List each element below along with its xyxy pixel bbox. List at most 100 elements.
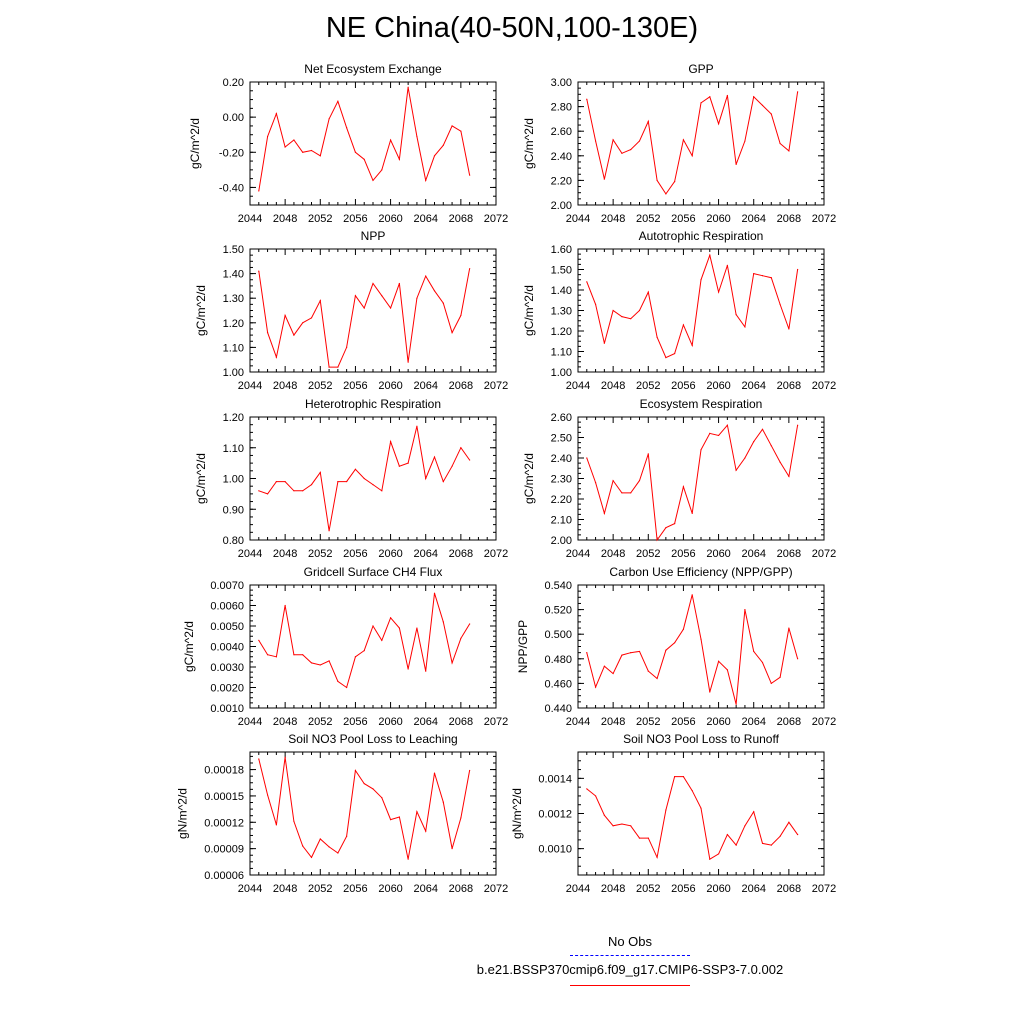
y-tick-label: 0.80 <box>223 535 244 547</box>
x-tick-label: 2064 <box>413 380 437 392</box>
x-tick-label: 2048 <box>273 380 297 392</box>
data-point <box>647 837 649 839</box>
y-tick-label: 0.0070 <box>210 580 244 592</box>
data-point <box>753 96 755 98</box>
data-point <box>744 825 746 827</box>
data-point <box>674 181 676 183</box>
data-point <box>744 609 746 611</box>
data-point <box>275 480 277 483</box>
x-tick-label: 2060 <box>706 213 730 225</box>
data-point <box>779 676 781 678</box>
data-point <box>674 352 676 355</box>
data-point <box>425 830 427 832</box>
data-point <box>460 130 462 132</box>
data-point <box>603 665 605 667</box>
y-tick-label: 0.0030 <box>210 662 244 674</box>
data-point <box>319 471 321 473</box>
y-axis-label: gC/m^2/d <box>182 621 196 672</box>
data-point <box>293 654 295 656</box>
data-point <box>363 783 365 785</box>
y-tick-label: 0.0050 <box>210 621 244 633</box>
x-tick-label: 2044 <box>566 883 590 895</box>
series-line <box>258 757 471 860</box>
x-tick-label: 2052 <box>636 380 660 392</box>
data-point <box>354 295 357 297</box>
panel-autotrophic-respiration: Autotrophic Respiration 2044 2048 2052 2056 2… <box>522 229 836 392</box>
x-tick-label: 2056 <box>343 213 367 225</box>
data-point <box>630 318 632 320</box>
data-point <box>337 480 339 483</box>
data-point <box>682 628 685 630</box>
panel-npp: NPP 2044 2048 2052 2056 2060 2064 2068 2072 1.00 1… <box>194 229 508 392</box>
data-point <box>709 858 711 860</box>
data-point <box>735 703 737 705</box>
data-point <box>726 669 728 671</box>
y-tick-label: 1.00 <box>223 474 244 486</box>
y-tick-label: 1.10 <box>223 342 244 354</box>
data-point <box>258 639 260 641</box>
x-tick-label: 2052 <box>308 548 332 560</box>
data-point <box>674 776 676 778</box>
y-tick-label: 2.80 <box>551 102 572 114</box>
panel-gpp: GPP 2044 2048 2052 2056 2060 2064 2068 2072 2.00 2… <box>522 62 836 225</box>
panel-title: Soil NO3 Pool Loss to Leaching <box>288 732 457 746</box>
data-point <box>354 151 357 153</box>
data-point <box>735 314 737 316</box>
x-tick-label: 2072 <box>812 213 836 225</box>
data-point <box>665 357 667 359</box>
data-point <box>363 477 365 480</box>
x-tick-label: 2056 <box>671 883 695 895</box>
x-tick-label: 2072 <box>484 548 508 560</box>
data-point <box>460 817 462 819</box>
data-point <box>363 158 365 160</box>
y-tick-label: 0.00006 <box>204 870 244 882</box>
y-tick-label: 0.520 <box>544 605 572 617</box>
data-point <box>726 424 728 426</box>
data-point <box>389 617 392 619</box>
data-point <box>381 639 383 641</box>
y-tick-label: 0.00012 <box>204 817 244 829</box>
data-point <box>621 316 623 318</box>
data-point <box>788 821 790 823</box>
y-tick-label: 1.60 <box>551 244 572 256</box>
data-point <box>674 642 676 644</box>
data-point <box>319 300 321 302</box>
data-point <box>460 637 462 639</box>
data-point <box>442 480 444 483</box>
data-point <box>682 776 685 778</box>
x-tick-label: 2044 <box>238 883 262 895</box>
data-point <box>337 100 339 102</box>
data-point <box>797 658 799 660</box>
data-point <box>797 268 799 271</box>
y-tick-label: 1.40 <box>551 285 572 297</box>
data-point <box>709 254 711 256</box>
data-point <box>621 823 623 825</box>
y-tick-label: 0.0012 <box>538 809 572 821</box>
x-tick-label: 2048 <box>601 213 625 225</box>
data-point <box>788 475 790 478</box>
data-point <box>451 662 453 664</box>
data-point <box>372 625 374 627</box>
x-tick-label: 2048 <box>601 716 625 728</box>
data-point <box>451 332 453 334</box>
data-point <box>302 654 304 656</box>
x-tick-label: 2060 <box>378 716 402 728</box>
data-point <box>469 623 471 625</box>
data-point <box>656 856 658 859</box>
data-point <box>788 150 790 152</box>
data-point <box>621 492 623 494</box>
y-tick-label: 0.460 <box>544 678 572 690</box>
x-tick-label: 2052 <box>308 380 332 392</box>
data-point <box>275 113 277 115</box>
data-point <box>761 842 764 844</box>
y-tick-label: 1.40 <box>223 269 244 281</box>
data-point <box>266 135 269 138</box>
data-point <box>433 456 436 458</box>
data-point <box>779 835 781 837</box>
y-tick-label: 2.40 <box>551 151 572 163</box>
y-tick-label: 0.00009 <box>204 844 244 856</box>
data-point <box>744 457 746 459</box>
data-point <box>284 756 286 758</box>
plot-frame <box>577 81 825 206</box>
